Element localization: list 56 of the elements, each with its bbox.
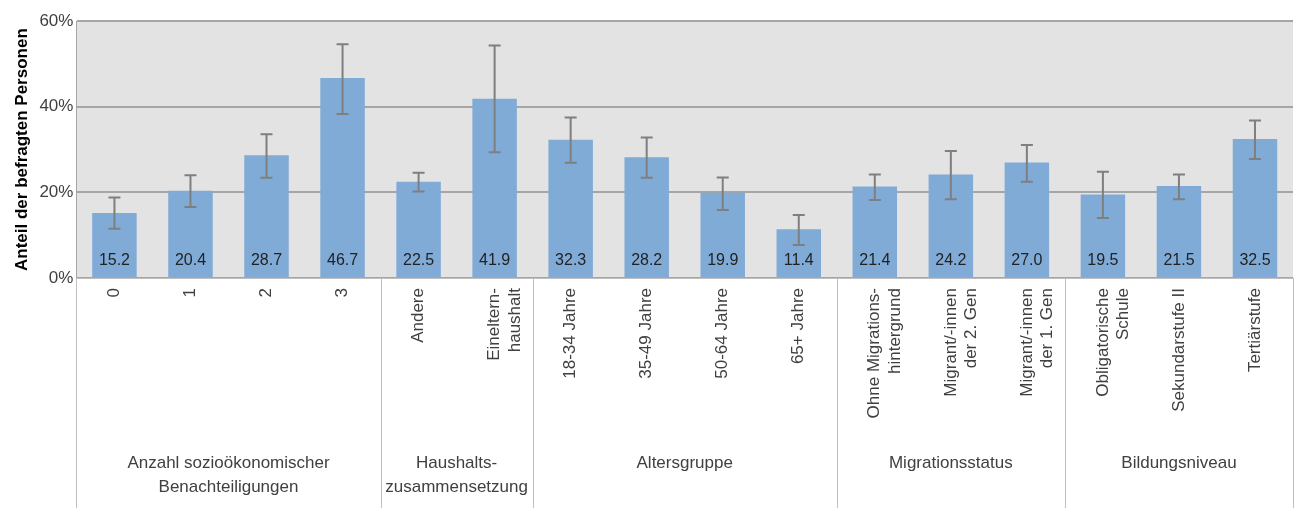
- x-tick-label: Sekundarstufe II: [1168, 288, 1188, 412]
- bar: [776, 229, 822, 277]
- data-label: 21.4: [859, 251, 891, 269]
- bar: [168, 190, 213, 277]
- data-label: 28.7: [250, 251, 283, 269]
- bar: [1080, 194, 1126, 277]
- data-label: 32.3: [555, 251, 587, 269]
- bar: [472, 98, 517, 277]
- x-tick-label: 1: [180, 288, 200, 298]
- data-label: 15.2: [98, 251, 131, 269]
- bar: [92, 212, 137, 277]
- data-label: 22.5: [403, 251, 435, 269]
- x-tick-label: 0: [104, 288, 124, 298]
- text: Anzahl sozioökonomischer Benachteiligungen: [127, 453, 330, 496]
- data-label: 41.9: [479, 251, 511, 269]
- bar: [396, 181, 441, 277]
- x-tick-label: 2: [256, 288, 276, 298]
- bar: [1232, 138, 1278, 277]
- x-tick-label: Andere: [408, 288, 428, 343]
- x-tick-label: 35-49 Jahre: [636, 288, 656, 379]
- y-tick-label: 40%: [39, 96, 74, 116]
- data-label: 32.5: [1239, 251, 1271, 269]
- text: Altersgruppe: [636, 453, 733, 472]
- data-label: 21.5: [1163, 251, 1195, 269]
- x-tick-label: Eineltern- haushalt: [484, 287, 524, 361]
- bar: [624, 157, 669, 277]
- data-label: 27.0: [1011, 251, 1043, 269]
- bar: [1004, 162, 1050, 277]
- x-tick-label: Obligatorische Schule: [1092, 288, 1132, 397]
- text: Bildungsniveau: [1121, 453, 1237, 472]
- bar: [244, 155, 289, 277]
- y-axis-title: Anteil der befragten Personen: [11, 28, 31, 271]
- data-label: 20.4: [174, 251, 207, 269]
- x-tick-label: 3: [332, 288, 352, 298]
- x-tick-label: 50-64 Jahre: [712, 288, 732, 379]
- bar: [928, 174, 974, 277]
- data-label: 19.5: [1087, 251, 1119, 269]
- y-tick-label: 60%: [39, 10, 74, 30]
- y-tick-label: 0%: [48, 267, 74, 287]
- bar: [700, 192, 745, 277]
- data-label: 11.4: [783, 251, 814, 269]
- x-tick-label: 18-34 Jahre: [560, 288, 580, 379]
- data-label: 28.2: [631, 251, 663, 269]
- bar: [1156, 185, 1202, 277]
- bar: [320, 78, 365, 277]
- y-tick-label: 20%: [39, 182, 74, 202]
- bar: [852, 186, 898, 277]
- x-tick-label: Tertiärstufe: [1244, 288, 1264, 373]
- x-tick-label: 65+ Jahre: [788, 288, 808, 365]
- data-label: 46.7: [326, 251, 359, 269]
- text: Migrationsstatus: [888, 453, 1013, 472]
- data-label: 19.9: [707, 251, 739, 269]
- data-label: 24.2: [935, 251, 967, 269]
- text: Haushalts- zusammensetzung: [385, 453, 528, 496]
- x-tick-label: Ohne Migrations- hintergrund: [864, 288, 904, 419]
- bar: [548, 139, 593, 277]
